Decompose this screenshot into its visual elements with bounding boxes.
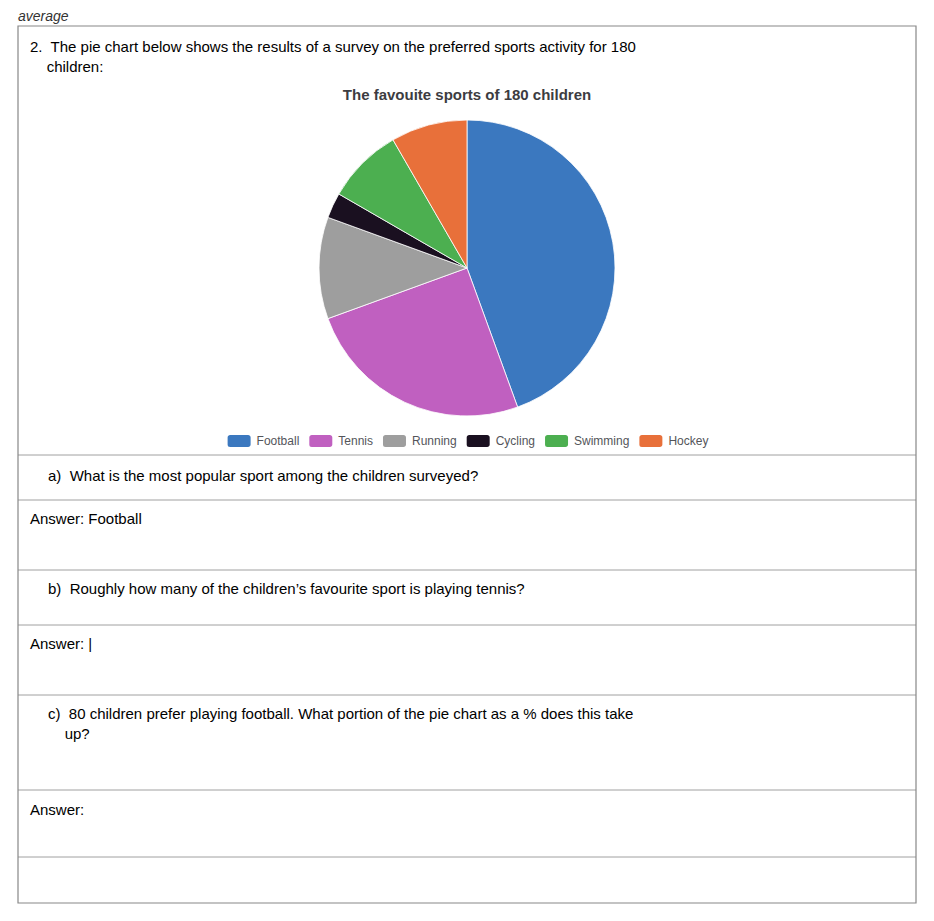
- svg-text:Tennis: Tennis: [338, 434, 373, 448]
- svg-text:Cycling: Cycling: [496, 434, 535, 448]
- svg-text:average: average: [18, 8, 69, 24]
- svg-text:Answer: Football: Answer: Football: [30, 510, 142, 527]
- svg-text:c) 80 children prefer playing: c) 80 children prefer playing football. …: [48, 705, 633, 722]
- svg-text:2. The pie chart below shows: 2. The pie chart below shows the results…: [30, 38, 636, 55]
- svg-text:Football: Football: [257, 434, 300, 448]
- svg-text:Hockey: Hockey: [668, 434, 708, 448]
- svg-text:children:: children:: [30, 58, 103, 75]
- svg-text:The favouite sports of 180 chi: The favouite sports of 180 children: [343, 86, 591, 103]
- svg-text:Answer:: Answer:: [30, 801, 84, 818]
- svg-text:up?: up?: [48, 725, 90, 742]
- svg-text:Answer: |: Answer: |: [30, 635, 92, 652]
- svg-text:Swimming: Swimming: [574, 434, 629, 448]
- svg-text:Running: Running: [412, 434, 457, 448]
- svg-text:b) Roughly how many of the ch: b) Roughly how many of the children’s fa…: [48, 580, 525, 597]
- svg-text:a) What is the most popular s: a) What is the most popular sport among …: [48, 467, 478, 484]
